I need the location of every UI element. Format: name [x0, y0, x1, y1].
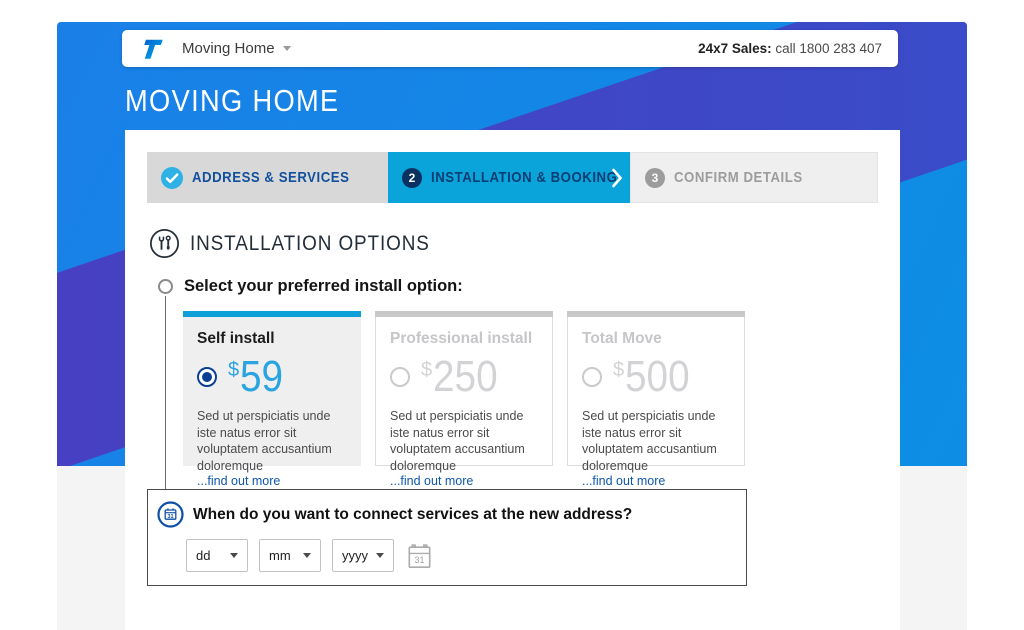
- option-color-bar: [183, 311, 361, 317]
- option-color-bar: [375, 311, 553, 317]
- step-label: CONFIRM DETAILS: [674, 169, 803, 186]
- step-address-services[interactable]: ADDRESS & SERVICES: [147, 152, 388, 203]
- page-title: MOVING HOME: [125, 83, 340, 118]
- find-out-more-link[interactable]: ...find out more: [390, 474, 474, 488]
- chevron-right-icon: [611, 167, 623, 189]
- install-prompt-row: Select your preferred install option:: [158, 277, 463, 296]
- day-select-value: dd: [196, 548, 211, 563]
- wizard-steps: ADDRESS & SERVICES 2 INSTALLATION & BOOK…: [147, 152, 878, 203]
- chevron-down-icon: [282, 46, 291, 51]
- step-label: ADDRESS & SERVICES: [192, 169, 350, 186]
- find-out-more-link[interactable]: ...find out more: [197, 474, 281, 488]
- step-confirm-details[interactable]: 3 CONFIRM DETAILS: [630, 152, 878, 203]
- option-description: Sed ut perspiciatis unde iste natus erro…: [197, 409, 332, 473]
- day-select[interactable]: dd: [186, 539, 248, 572]
- section-title: INSTALLATION OPTIONS: [190, 231, 430, 255]
- option-currency: $: [228, 358, 240, 381]
- option-price: 250: [433, 352, 498, 401]
- option-description: Sed ut perspiciatis unde iste natus erro…: [390, 409, 525, 473]
- brand-menu-label: Moving Home: [182, 40, 275, 57]
- brand-menu[interactable]: Moving Home: [182, 40, 291, 57]
- month-select-value: mm: [269, 548, 291, 563]
- option-color-bar: [567, 311, 745, 317]
- step-installation-booking[interactable]: 2 INSTALLATION & BOOKING: [388, 152, 630, 203]
- option-description: Sed ut perspiciatis unde iste natus erro…: [582, 409, 717, 473]
- check-icon: [161, 166, 183, 189]
- option-title: Self install: [197, 330, 275, 347]
- option-radio[interactable]: [582, 367, 602, 387]
- year-select[interactable]: yyyy: [332, 539, 394, 572]
- tools-icon: [149, 228, 180, 259]
- timeline-bullet: [158, 279, 173, 294]
- step-number-badge: 3: [645, 167, 665, 188]
- booking-question: When do you want to connect services at …: [193, 505, 633, 523]
- install-option-card-professional-install[interactable]: Professional install $ 250 Sed ut perspi…: [375, 311, 553, 488]
- sales-phone: call 1800 283 407: [775, 41, 882, 56]
- telstra-logo: [138, 34, 168, 64]
- chevron-down-icon: [230, 553, 238, 558]
- find-out-more-link[interactable]: ...find out more: [582, 474, 666, 488]
- install-option-card-total-move[interactable]: Total Move $ 500 Sed ut perspiciatis und…: [567, 311, 745, 488]
- option-currency: $: [613, 358, 625, 381]
- chevron-down-icon: [303, 553, 311, 558]
- booking-panel: 31 When do you want to connect services …: [147, 489, 747, 586]
- timeline-connector: [165, 296, 166, 489]
- option-radio[interactable]: [197, 367, 217, 387]
- step-label: INSTALLATION & BOOKING: [431, 169, 618, 186]
- svg-text:31: 31: [167, 514, 173, 520]
- svg-text:31: 31: [414, 555, 424, 565]
- sales-info[interactable]: 24x7 Sales: call 1800 283 407: [698, 41, 882, 56]
- sales-label: 24x7 Sales:: [698, 41, 772, 56]
- option-title: Total Move: [582, 330, 662, 347]
- install-prompt: Select your preferred install option:: [184, 277, 463, 295]
- top-nav-bar: Moving Home 24x7 Sales: call 1800 283 40…: [122, 30, 898, 67]
- calendar-badge-icon: 31: [157, 501, 184, 528]
- month-select[interactable]: mm: [259, 539, 321, 572]
- step-number-badge: 2: [402, 167, 422, 188]
- install-options: Self install $ 59 Sed ut perspiciatis un…: [183, 311, 745, 488]
- chevron-down-icon: [376, 553, 384, 558]
- option-price: 59: [240, 352, 284, 401]
- main-card: ADDRESS & SERVICES 2 INSTALLATION & BOOK…: [125, 130, 900, 630]
- install-option-card-self-install[interactable]: Self install $ 59 Sed ut perspiciatis un…: [183, 311, 361, 488]
- installation-options-heading: INSTALLATION OPTIONS: [149, 228, 462, 259]
- option-price: 500: [625, 352, 690, 401]
- option-currency: $: [421, 358, 433, 381]
- calendar-icon: 31: [408, 543, 431, 569]
- option-title: Professional install: [390, 330, 533, 347]
- option-radio[interactable]: [390, 367, 410, 387]
- datepicker-button[interactable]: 31: [408, 543, 431, 569]
- year-select-value: yyyy: [342, 548, 368, 563]
